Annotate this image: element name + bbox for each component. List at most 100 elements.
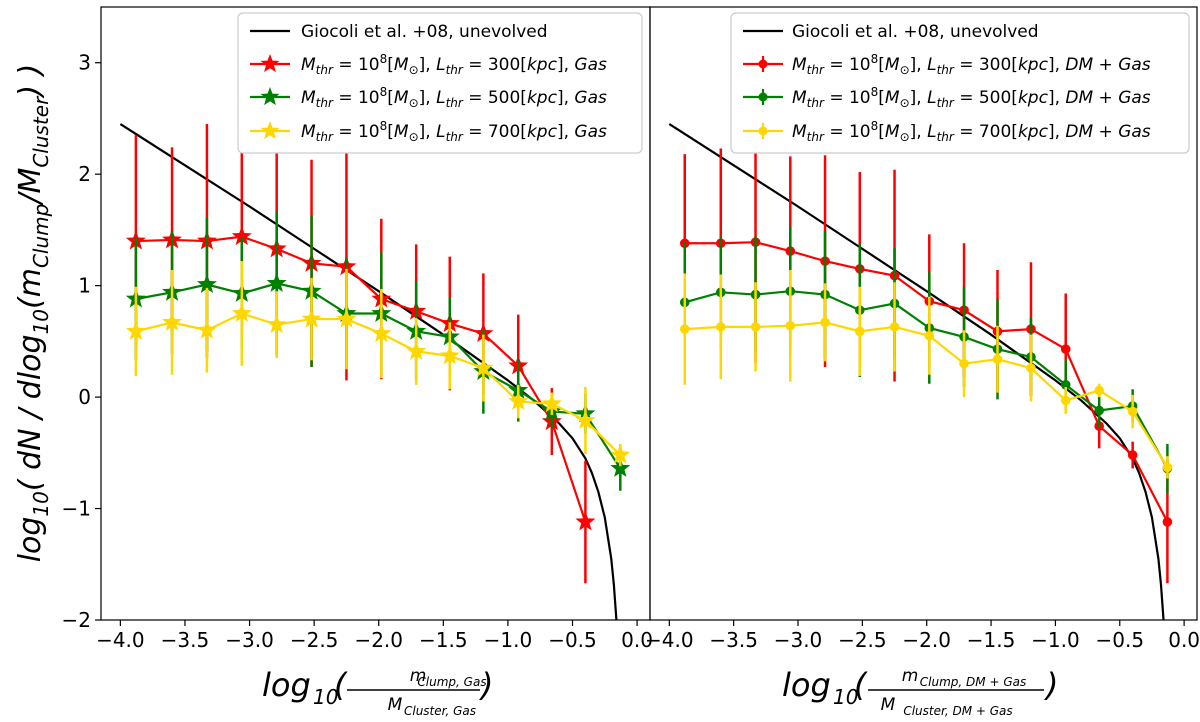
data-point-star	[231, 303, 252, 322]
svg-text:): )	[1044, 666, 1058, 704]
data-point-circle	[924, 330, 935, 341]
right-legend-marker-700	[758, 126, 768, 136]
right-legend-marker-300	[758, 59, 768, 69]
data-point-circle	[1094, 405, 1104, 416]
right-legend-label-500: Mthr = 108[M⊙], Lthr = 500[kpc], DM + Ga…	[792, 85, 1151, 110]
data-point-star	[575, 410, 596, 429]
series-left-2	[125, 261, 631, 467]
right-legend: Giocoli et al. +08, unevolved Mthr = 108…	[730, 12, 1190, 154]
x-tick-label: −4.0	[645, 628, 694, 652]
series-left-0	[125, 124, 596, 584]
left-y-ticks: −2 −1 0 1 2 3	[62, 51, 101, 632]
left-legend-label-reference: Giocoli et al. +08, unevolved	[301, 22, 548, 42]
series-right-1	[679, 226, 1173, 493]
right-legend-label-300: Mthr = 108[M⊙], Lthr = 300[kpc], DM + Ga…	[792, 52, 1151, 77]
left-legend-label-700: Mthr = 108[M⊙], Lthr = 700[kpc], Gas	[301, 119, 607, 144]
x-tick-label: −3.0	[774, 628, 823, 652]
x-tick-label: −2.0	[902, 628, 951, 652]
left-series-group	[125, 124, 631, 584]
data-point-star	[125, 320, 146, 340]
left-giocoli-reference-line	[119, 123, 618, 620]
series-line	[684, 241, 1169, 523]
data-point-star	[301, 308, 322, 328]
right-legend-item-reference: Giocoli et al. +08, unevolved	[743, 22, 1039, 42]
y-tick-label: −2	[62, 608, 91, 632]
y-tick-label: −1	[62, 497, 91, 521]
left-plot-area	[119, 123, 631, 620]
series-right-2	[679, 270, 1173, 479]
data-point-circle	[785, 320, 796, 331]
data-point-circle	[715, 322, 726, 332]
series-line	[684, 290, 1169, 469]
data-point-star	[371, 323, 392, 343]
series-line	[684, 321, 1169, 468]
left-legend-marker-500	[260, 87, 280, 106]
svg-text:log: log	[262, 666, 311, 704]
svg-text:): )	[479, 666, 493, 704]
svg-text:log: log	[782, 666, 831, 704]
left-legend-marker-700	[260, 121, 280, 140]
right-legend-item-500: Mthr = 108[M⊙], Lthr = 500[kpc], DM + Ga…	[743, 85, 1151, 110]
svg-text:10: 10	[833, 685, 858, 709]
data-point-circle	[750, 322, 761, 332]
data-point-circle	[820, 317, 830, 328]
svg-text:M: M	[881, 695, 896, 715]
svg-text:(: (	[334, 666, 348, 704]
x-tick-label: −3.0	[225, 628, 274, 652]
right-axes-frame	[649, 6, 1198, 621]
left-x-ticks: −4.0 −3.5 −3.0 −2.5 −2.0 −1.5 −1.0 −0.5 0.0	[96, 620, 653, 652]
x-tick-label: −2.0	[354, 628, 403, 652]
left-legend-marker-300	[260, 54, 280, 73]
svg-text:m: m	[410, 666, 427, 686]
data-point-star	[473, 357, 494, 377]
x-tick-label: 0.0	[621, 628, 653, 652]
data-point-star	[196, 274, 217, 294]
left-legend-label-500: Mthr = 108[M⊙], Lthr = 500[kpc], Gas	[301, 85, 607, 110]
right-panel: −4.0 −3.5 −3.0 −2.5 −2.0 −1.5 −1.0 −0.5 0.0 log …	[645, 6, 1200, 718]
data-point-circle	[1094, 385, 1104, 396]
data-point-circle	[1162, 517, 1173, 527]
x-tick-label: −3.5	[709, 628, 758, 652]
data-point-star	[439, 345, 460, 365]
left-panel: −4.0 −3.5 −3.0 −2.5 −2.0 −1.5 −1.0 −0.5 0.0 −2 −1…	[13, 6, 653, 718]
svg-text:(: (	[854, 666, 868, 704]
left-legend: Giocoli et al. +08, unevolved Mthr = 108…	[237, 12, 643, 154]
right-plot-area	[668, 121, 1173, 620]
svg-text:Clump, DM + Gas: Clump, DM + Gas	[920, 675, 1026, 689]
right-series-group	[679, 121, 1173, 584]
left-legend-item-reference: Giocoli et al. +08, unevolved	[250, 22, 548, 42]
svg-text:M: M	[388, 695, 403, 715]
x-tick-label: 0.0	[1168, 628, 1200, 652]
data-point-circle	[1060, 380, 1071, 390]
data-point-circle	[679, 324, 690, 334]
y-tick-label: 1	[78, 274, 91, 298]
y-tick-label: 3	[78, 51, 91, 75]
data-point-star	[541, 393, 562, 413]
svg-text:Cluster, Gas: Cluster, Gas	[404, 704, 476, 718]
data-point-circle	[1060, 395, 1071, 406]
data-point-star	[610, 444, 631, 464]
data-point-circle	[992, 354, 1003, 364]
data-point-star	[162, 311, 183, 331]
x-tick-label: −3.5	[161, 628, 210, 652]
x-tick-label: −0.5	[1095, 628, 1144, 652]
data-point-star	[508, 391, 529, 411]
data-point-star	[266, 314, 287, 334]
left-legend-item-700: Mthr = 108[M⊙], Lthr = 700[kpc], Gas	[250, 119, 607, 144]
data-point-star	[336, 308, 357, 328]
left-legend-label-300: Mthr = 108[M⊙], Lthr = 300[kpc], Gas	[301, 52, 607, 77]
series-left-1	[125, 210, 631, 491]
x-tick-label: −1.0	[484, 628, 533, 652]
data-point-circle	[1026, 363, 1036, 373]
data-point-circle	[1060, 344, 1071, 354]
right-legend-label-700: Mthr = 108[M⊙], Lthr = 700[kpc], DM + Ga…	[792, 119, 1151, 144]
y-tick-label: 0	[78, 385, 91, 409]
right-legend-marker-500	[758, 92, 768, 102]
data-point-star	[231, 226, 252, 246]
x-tick-label: −2.5	[290, 628, 339, 652]
data-point-circle	[854, 326, 865, 337]
data-point-star	[266, 272, 287, 292]
right-x-axis-label: log 10 ( m Clump, DM + Gas M Cluster, DM…	[782, 666, 1058, 718]
data-point-circle	[1127, 450, 1138, 460]
